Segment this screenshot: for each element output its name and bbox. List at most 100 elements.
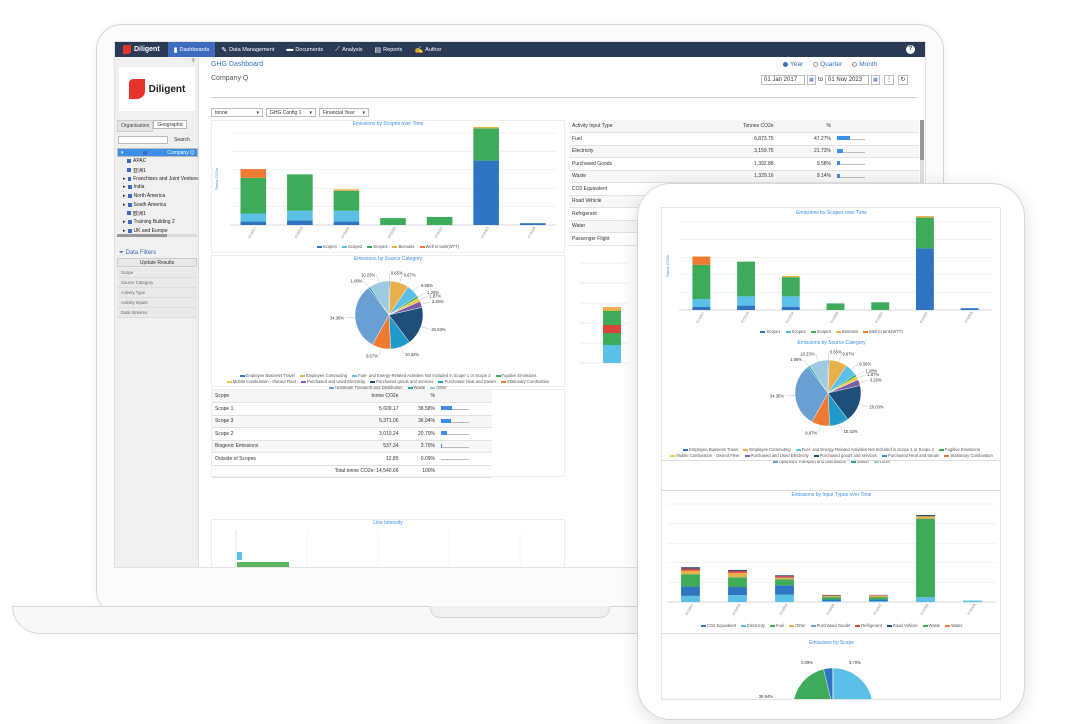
tree-item[interactable]: ▸ North America bbox=[123, 193, 166, 200]
legend-item[interactable]: Waste bbox=[922, 623, 940, 628]
nav-author[interactable]: ✍ Author bbox=[414, 46, 442, 54]
legend-item[interactable]: Scope2 bbox=[785, 329, 806, 334]
nav-analysis[interactable]: ⟋ Analysis bbox=[335, 45, 363, 53]
tab-geographic[interactable]: Geographic bbox=[153, 120, 188, 129]
table-row[interactable]: Biogenic Emissions 537.34 3.70% bbox=[212, 440, 492, 453]
legend-item[interactable]: Purchased goods and services bbox=[813, 453, 877, 458]
legend-item[interactable]: Waste bbox=[851, 459, 869, 464]
legend-item[interactable]: Water bbox=[945, 623, 962, 628]
legend-item[interactable]: Biomass bbox=[835, 329, 858, 334]
legend-item[interactable]: Other bbox=[430, 385, 447, 390]
table-row[interactable]: Purchased Goods 1,392.88 9.58% bbox=[569, 157, 919, 171]
table-row[interactable]: Fuel 6,873.75 47.27% bbox=[569, 132, 919, 146]
legend-item[interactable]: Scope3 bbox=[367, 244, 387, 249]
legend-item[interactable]: Other bbox=[873, 459, 890, 464]
legend-item[interactable]: Purchased Heat and Steam bbox=[438, 379, 496, 384]
tab-organisation[interactable]: Organisation bbox=[117, 120, 154, 132]
tree-item[interactable]: ▸ UK and Europe bbox=[123, 227, 168, 234]
legend-item[interactable]: Waste bbox=[407, 385, 425, 390]
legend-item[interactable]: Road Vehicle bbox=[886, 623, 918, 628]
nav-documents[interactable]: ▬ Documents bbox=[286, 46, 324, 53]
date-to-input[interactable]: 01 Nov 2023 bbox=[825, 75, 870, 85]
legend-item[interactable]: Scope3 bbox=[810, 329, 831, 334]
tree-item[interactable]: APAC bbox=[117, 157, 198, 166]
legend-item[interactable]: Upstream Transport and Distribution bbox=[329, 385, 403, 390]
tablet-scopes-bar-chart[interactable]: FY2017 FY2018 FY2019 FY2020 FY2021 FY2022 FY20… bbox=[663, 212, 1000, 324]
search-button[interactable]: Search bbox=[174, 137, 190, 143]
legend-item[interactable]: Refrigerant bbox=[855, 623, 882, 628]
legend-item[interactable]: Purchased Heat and Steam bbox=[881, 453, 939, 458]
pin-icon[interactable]: ⚲ bbox=[191, 58, 195, 64]
column-header[interactable]: Activity Input Type bbox=[569, 120, 686, 133]
nav-dashboards[interactable]: ▮ Dashboards bbox=[167, 42, 216, 57]
radio-year[interactable]: Year bbox=[783, 61, 803, 68]
nav-reports[interactable]: ▤ Reports bbox=[374, 46, 403, 54]
tree-item[interactable]: 亚洲1 bbox=[117, 166, 198, 175]
tree-scrollbar[interactable] bbox=[117, 234, 197, 237]
table-row[interactable]: Outside of Scopes 12.85 0.09% bbox=[212, 452, 492, 466]
category-pie-chart[interactable]: 0.65% 9.67%6.56%1.28%1.87%3.26%20.03%10.3… bbox=[212, 262, 566, 368]
refresh-icon[interactable]: ↻ bbox=[898, 75, 909, 85]
calendar-icon[interactable]: ▦ bbox=[807, 75, 816, 85]
filter-data-streams[interactable]: Data Streams bbox=[117, 308, 197, 318]
legend-item[interactable]: Employee Commuting bbox=[743, 447, 791, 452]
column-header[interactable]: Tonnes CO2e bbox=[685, 120, 777, 133]
unit-select[interactable]: tonne ▾ bbox=[211, 108, 263, 117]
filter-activity-type[interactable]: Activity Type bbox=[117, 288, 197, 298]
tree-item[interactable]: ▸ South America bbox=[123, 201, 167, 208]
legend-item[interactable]: CO2 Equivalent bbox=[700, 623, 736, 628]
legend-item[interactable]: Stationary Combustion bbox=[500, 379, 549, 384]
update-results-button[interactable]: Update Results bbox=[117, 258, 197, 267]
legend-item[interactable]: Employee Business Travel bbox=[683, 447, 738, 452]
legend-item[interactable]: Purchased and Used Electricity bbox=[744, 453, 809, 458]
stacked-mini-chart[interactable] bbox=[569, 253, 637, 383]
table-row[interactable]: Scope 1 5,609.17 38.58% bbox=[212, 402, 492, 416]
legend-item[interactable]: Stationary Combustion bbox=[944, 453, 993, 458]
legend-item[interactable]: Purchased Goods bbox=[810, 623, 850, 628]
tablet-category-pie-chart[interactable]: 0.65% 9.67%6.56%1.28%1.87%3.26%20.03%10.3… bbox=[663, 346, 1000, 442]
tree-item[interactable]: 欧洲1 bbox=[117, 209, 198, 218]
filter-scope[interactable]: Scope bbox=[117, 268, 197, 278]
legend-item[interactable]: Well to tank(WTT) bbox=[419, 244, 459, 249]
radio-month[interactable]: Month bbox=[852, 61, 877, 68]
legend-item[interactable]: Upstream Transport and Distribution bbox=[772, 459, 846, 464]
tablet-scope-pie-chart[interactable]: 0.09% 3.70% 36.94% bbox=[663, 646, 1000, 700]
legend-item[interactable]: Electricity bbox=[741, 623, 765, 628]
tree-item[interactable]: ▸ Franchises and Joint Venture bbox=[123, 175, 198, 182]
legend-item[interactable]: Fuel- and Energy-Related Activities Not … bbox=[795, 447, 934, 452]
table-row[interactable]: Electricity 3,159.75 21.73% bbox=[569, 145, 919, 158]
legend-item[interactable]: Employee Commuting bbox=[299, 373, 347, 378]
filter-source-category[interactable]: Source Category bbox=[117, 278, 197, 288]
filter-activity-inputs[interactable]: Activity Inputs bbox=[117, 298, 197, 308]
legend-item[interactable]: Purchased and Used Electricity bbox=[301, 379, 365, 384]
legend-item[interactable]: Employee Business Travel bbox=[239, 373, 295, 378]
legend-item[interactable]: Biomass bbox=[392, 244, 415, 249]
help-icon[interactable]: ? bbox=[906, 45, 915, 54]
config-select[interactable]: GHG Config 1 ▾ bbox=[266, 108, 316, 117]
year-type-select[interactable]: Financial Year ▾ bbox=[319, 108, 369, 117]
column-header[interactable]: % bbox=[776, 120, 834, 133]
tree-search-input[interactable] bbox=[118, 136, 168, 144]
column-header[interactable]: tonne CO2e bbox=[290, 390, 402, 403]
legend-item[interactable]: Scope2 bbox=[342, 244, 362, 249]
nav-data-management[interactable]: ✎ Data Management bbox=[221, 46, 275, 54]
table-row[interactable]: Scope 3 5,371.06 36.94% bbox=[212, 415, 492, 428]
legend-item[interactable]: Fugitive Emissions bbox=[939, 447, 980, 452]
tree-item[interactable]: ▸ India bbox=[123, 184, 145, 191]
legend-item[interactable]: Purchased goods and services bbox=[370, 379, 433, 384]
line-intensity-chart[interactable] bbox=[212, 526, 566, 568]
column-header[interactable]: % bbox=[401, 390, 438, 403]
table-row[interactable]: Waste 1,329.16 9.14% bbox=[569, 170, 919, 183]
legend-item[interactable]: Mobile Combustion - Owned Fleet bbox=[670, 453, 740, 458]
legend-item[interactable]: Scope1 bbox=[760, 329, 781, 334]
tablet-input-bar-chart[interactable]: FY2017 FY2018 FY2019 FY2020 FY2021 FY2022 FY20… bbox=[663, 498, 1000, 618]
brand-logo[interactable]: Diligent bbox=[115, 42, 168, 57]
tree-item[interactable]: ▸ Training Building 2 bbox=[123, 219, 175, 226]
more-options-icon[interactable]: ⋮ bbox=[884, 75, 895, 85]
legend-item[interactable]: Scope1 bbox=[316, 244, 337, 249]
legend-item[interactable]: Fuel- and Energy-Related Activities Not … bbox=[352, 373, 491, 378]
legend-item[interactable]: Fuel bbox=[769, 623, 784, 628]
calendar-icon[interactable]: ▦ bbox=[871, 75, 881, 85]
date-from-input[interactable]: 01 Jan 2017 bbox=[761, 75, 805, 85]
legend-item[interactable]: Well to tank(WTT) bbox=[863, 329, 903, 334]
